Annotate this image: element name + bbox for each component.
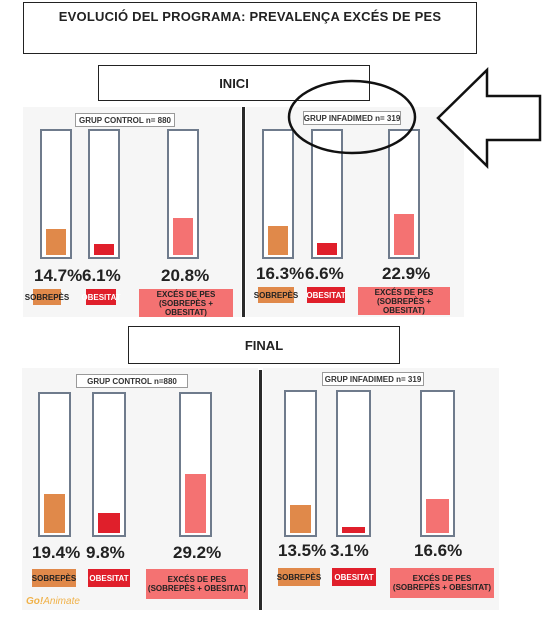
group-label-inici-infadimed: GRUP INFADIMED n= 319: [303, 111, 401, 125]
group-label-final-infadimed: GRUP INFADIMED n= 319: [322, 372, 424, 386]
group-label-final-control: GRUP CONTROL n=880: [76, 374, 188, 388]
inici_control-sobrepes-bar-fill: [46, 228, 66, 255]
final_control-sobrepes-bar-fill: [44, 493, 65, 533]
final_infadimed-exces-percent: 16.6%: [414, 541, 463, 560]
inici_control-obesitat-label: OBESITAT: [81, 289, 121, 305]
final_control-sobrepes-percent: 19.4%: [32, 543, 81, 562]
final_control-sobrepes-label: SOBREPÈS: [32, 569, 76, 587]
inici_infadimed-obesitat-bar-fill: [317, 243, 337, 255]
inici-label-box: INICI: [98, 65, 370, 101]
final_control-obesitat-bar-fill: [98, 513, 120, 533]
inici_infadimed-sobrepes-bar-fill: [268, 225, 288, 255]
inici-label: INICI: [219, 75, 249, 91]
exces-label-line2: (SOBREPÈS + OBESITAT): [147, 584, 247, 593]
final_control-sobrepes-bar: [38, 392, 71, 537]
final_infadimed-sobrepes-percent: 13.5%: [278, 541, 327, 560]
exces-label-line1: EXCÉS DE PES: [412, 574, 472, 583]
final_infadimed-sobrepes-bar: [284, 390, 317, 537]
inici_infadimed-exces-bar-fill: [394, 213, 414, 255]
inici_infadimed-sobrepes-label: SOBREPÈS: [254, 287, 298, 303]
left-arrow-icon: [436, 67, 542, 169]
final_infadimed-exces-bar-fill: [426, 499, 449, 533]
final_infadimed-obesitat-bar: [336, 390, 371, 537]
inici_infadimed-exces-bar: [388, 129, 420, 259]
exces-label-line1: EXCÉS DE PES: [167, 575, 227, 584]
final_infadimed-obesitat-label: OBESITAT: [332, 568, 376, 586]
highlight-oval: [287, 79, 417, 155]
exces-label-line2: (SOBREPÈS + OBESITAT): [392, 583, 492, 592]
final_control-exces-bar: [179, 392, 212, 537]
inici_control-sobrepes-bar: [40, 129, 72, 259]
final_infadimed-obesitat-bar-fill: [342, 526, 365, 533]
final_infadimed-sobrepes-bar-fill: [290, 505, 311, 533]
page-title-box: EVOLUCIÓ DEL PROGRAMA: PREVALENÇA EXCÉS …: [23, 2, 477, 54]
final_infadimed-obesitat-percent: 3.1%: [330, 541, 369, 560]
inici_infadimed-obesitat-label: OBESITAT: [306, 287, 346, 303]
inici_infadimed-sobrepes-percent: 16.3%: [256, 264, 305, 283]
final-label-box: FINAL: [128, 326, 400, 364]
exces-label-line1: EXCÉS DE PES: [156, 289, 216, 299]
inici_control-sobrepes-percent: 14.7%: [34, 266, 83, 285]
group-label-inici-control: GRUP CONTROL n= 880: [75, 113, 175, 127]
final_control-exces-label: EXCÉS DE PES (SOBREPÈS + OBESITAT): [146, 569, 248, 599]
final-label: FINAL: [244, 337, 284, 353]
final_infadimed-exces-label: EXCÉS DE PES (SOBREPÈS + OBESITAT): [390, 568, 494, 598]
final_infadimed-sobrepes-label: SOBREPÈS: [277, 568, 321, 586]
final_control-obesitat-percent: 9.8%: [86, 543, 125, 562]
inici_control-obesitat-percent: 6.1%: [82, 266, 121, 285]
goanimate-logo: Go!Animate: [26, 596, 80, 607]
final_control-exces-bar-fill: [185, 474, 206, 533]
final_infadimed-exces-bar: [420, 390, 455, 537]
inici_infadimed-exces-label: EXCÉS DE PES (SOBREPÈS + OBESITAT): [358, 287, 450, 315]
inici_control-exces-bar-fill: [173, 217, 193, 255]
final-divider: [259, 370, 262, 610]
inici_infadimed-exces-percent: 22.9%: [382, 264, 431, 283]
inici_control-exces-label: EXCÉS DE PES (SOBREPÈS + OBESITAT): [139, 289, 233, 317]
inici_infadimed-sobrepes-bar: [262, 129, 294, 259]
exces-label-line1: EXCÉS DE PES: [374, 287, 434, 297]
final_control-obesitat-bar: [92, 392, 126, 537]
inici_infadimed-obesitat-percent: 6.6%: [305, 264, 344, 283]
inici_control-exces-percent: 20.8%: [161, 266, 210, 285]
inici_control-sobrepes-label: SOBREPÈS: [25, 289, 69, 305]
final_control-obesitat-label: OBESITAT: [88, 569, 130, 587]
final_control-exces-percent: 29.2%: [173, 543, 222, 562]
inici_control-exces-bar: [167, 129, 199, 259]
inici_control-obesitat-bar: [88, 129, 120, 259]
page-title: EVOLUCIÓ DEL PROGRAMA: PREVALENÇA EXCÉS …: [58, 9, 442, 24]
exces-label-line2: (SOBREPÈS + OBESITAT): [158, 298, 213, 317]
inici_control-obesitat-bar-fill: [94, 244, 114, 255]
exces-label-line2: (SOBREPÈS + OBESITAT): [376, 296, 431, 315]
inici-divider: [242, 107, 245, 317]
